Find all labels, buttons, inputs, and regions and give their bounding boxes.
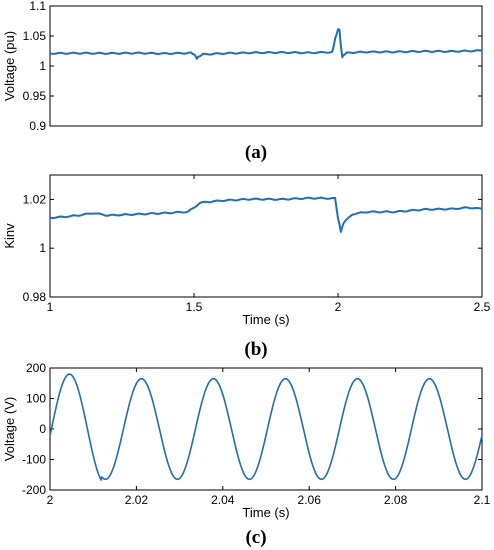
panel-a-caption: (a) [245,142,267,163]
panel-b-x-tick-label: 1 [47,300,54,314]
panel-a-y-axis-label: Voltage (pu) [2,31,17,101]
panel-c-y-tick-label: -200 [22,483,46,497]
panel-a-y-tick-label: 1 [39,59,46,73]
panel-c-x-tick-label: 2.08 [384,493,408,507]
panel-a-y-ticks: 0.9 0.95 1 1.05 1.1 [23,0,482,133]
panel-a-y-tick-label: 0.95 [23,89,47,103]
panel-c-x-axis-label: Time (s) [242,505,289,520]
panel-b-x-tick-label: 1.5 [186,300,203,314]
panel-b-y-tick-label: 1 [39,241,46,255]
panel-c-voltage-waveform [49,373,483,481]
panel-b-kinv-trace [49,196,483,233]
panel-c-x-tick-label: 2.04 [211,493,235,507]
panel-c-y-axis-label: Voltage (V) [2,397,17,461]
panel-b-caption: (b) [244,339,267,360]
panel-c: -200 -100 0 100 200 2 2.02 2.04 2.06 2.08 2.1 Vol… [2,361,491,548]
panel-c-caption: (c) [245,527,266,548]
panel-a-y-tick-label: 0.9 [29,119,46,133]
panel-b-y-tick-label: 0.98 [23,290,47,304]
panel-c-x-tick-label: 2.06 [298,493,322,507]
panel-a-voltage-trace [49,28,483,60]
panel-c-y-tick-label: -100 [22,453,46,467]
panel-c-x-tick-label: 2.1 [474,493,491,507]
panel-b-x-tick-label: 2 [335,300,342,314]
panel-a-y-tick-label: 1.05 [23,29,47,43]
panel-c-y-tick-label: 200 [26,361,46,375]
panel-c-y-tick-label: 100 [26,392,46,406]
panel-c-x-tick-label: 2 [47,493,54,507]
panel-c-x-tick-label: 2.02 [125,493,149,507]
panel-b-x-ticks: 1 1.5 2 2.5 [47,175,491,314]
panel-c-plot-area [49,367,483,491]
panel-b-x-axis-label: Time (s) [242,312,289,327]
panel-b-plot-area [49,174,483,298]
panel-a: 0.9 0.95 1 1.05 1.1 Voltage (pu) (a) [2,0,483,163]
panel-b-y-axis-label: Kinv [2,223,17,249]
panel-a-plot-area [49,5,483,127]
panel-b-y-tick-label: 1.02 [23,192,47,206]
panel-a-y-tick-label: 1.1 [29,0,46,13]
panel-b-x-tick-label: 2.5 [474,300,491,314]
panel-b-y-ticks: 0.98 1 1.02 [23,192,482,304]
panel-c-y-ticks: -200 -100 0 100 200 [22,361,482,497]
panel-c-y-tick-label: 0 [39,422,46,436]
panel-c-x-ticks: 2 2.02 2.04 2.06 2.08 2.1 [47,368,491,507]
